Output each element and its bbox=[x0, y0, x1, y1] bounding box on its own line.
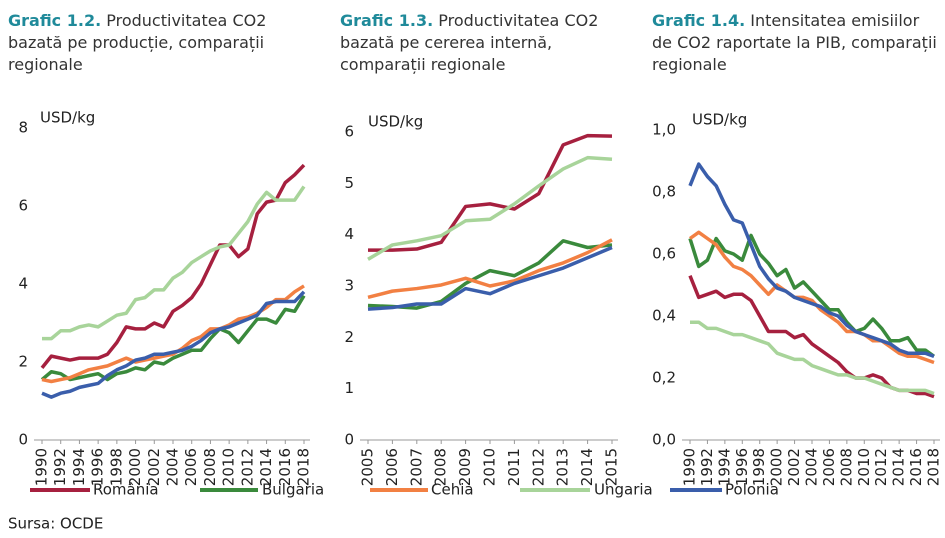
x-tick-label: 1998 bbox=[107, 448, 125, 486]
legend-label: Ungaria bbox=[594, 481, 653, 499]
x-tick-label: 2004 bbox=[803, 448, 821, 486]
title-text: Intensitatea emisiilor de CO2 raportate … bbox=[652, 11, 937, 74]
y-tick-label: 5 bbox=[344, 174, 354, 192]
series-line bbox=[688, 275, 935, 399]
series-line bbox=[42, 185, 306, 341]
x-tick-label: 2002 bbox=[145, 448, 163, 486]
y-tick-label: 0,4 bbox=[652, 307, 676, 325]
y-tick-label: 1,0 bbox=[652, 121, 676, 139]
series-line bbox=[367, 245, 613, 311]
series-line bbox=[40, 163, 306, 369]
x-tick-label: 2011 bbox=[505, 448, 523, 486]
x-tick-label: 1994 bbox=[715, 448, 733, 486]
series-line bbox=[688, 233, 936, 358]
series-line bbox=[690, 320, 935, 396]
y-tick-label: 2 bbox=[344, 328, 354, 346]
series-line bbox=[368, 133, 613, 252]
series-line bbox=[40, 294, 306, 382]
x-tick-label: 1992 bbox=[51, 448, 69, 486]
x-tick-label: 2016 bbox=[907, 448, 925, 486]
chart-title: Grafic 1.4. Intensitatea emisiilor de CO… bbox=[652, 10, 944, 76]
y-axis-label: USD/kg bbox=[692, 111, 747, 129]
y-tick-label: 0 bbox=[344, 431, 354, 449]
x-tick-label: 1994 bbox=[70, 448, 88, 486]
x-tick-label: 2004 bbox=[164, 448, 182, 486]
x-tick-label: 2010 bbox=[220, 448, 238, 486]
x-tick-label: 2014 bbox=[890, 448, 908, 486]
y-tick-label: 2 bbox=[18, 353, 28, 371]
y-tick-label: 6 bbox=[18, 197, 28, 215]
series-line bbox=[367, 155, 613, 261]
x-tick-label: 2006 bbox=[182, 448, 200, 486]
title-label: Grafic 1.2. bbox=[8, 11, 102, 30]
x-tick-label: 2009 bbox=[456, 448, 474, 486]
x-tick-label: 2005 bbox=[359, 448, 377, 486]
x-tick-label: 2018 bbox=[295, 448, 313, 486]
x-tick-label: 1996 bbox=[89, 448, 107, 486]
x-tick-label: 2008 bbox=[201, 448, 219, 486]
x-tick-label: 2008 bbox=[432, 448, 450, 486]
chart-title: Grafic 1.2. Productivitatea CO2 bazată p… bbox=[8, 10, 298, 76]
x-tick-label: 2014 bbox=[578, 448, 596, 486]
y-axis-label: USD/kg bbox=[368, 113, 423, 131]
x-tick-label: 1998 bbox=[750, 448, 768, 486]
x-tick-label: 1990 bbox=[33, 448, 51, 486]
y-tick-label: 4 bbox=[344, 225, 354, 243]
y-tick-label: 0,2 bbox=[652, 369, 676, 387]
chart-title: Grafic 1.3. Productivitatea CO2 bazată p… bbox=[340, 10, 620, 76]
y-tick-label: 0,0 bbox=[652, 431, 676, 449]
x-tick-label: 2000 bbox=[126, 448, 144, 486]
y-tick-label: 0,8 bbox=[652, 183, 676, 201]
legend-label: Polonia bbox=[725, 481, 779, 499]
legend-label: Bulgaria bbox=[262, 481, 324, 499]
y-tick-label: 6 bbox=[344, 123, 354, 141]
x-tick-label: 2012 bbox=[529, 448, 547, 486]
x-tick-label: 2008 bbox=[837, 448, 855, 486]
y-tick-label: 0 bbox=[18, 431, 28, 449]
series-line bbox=[367, 239, 613, 310]
series-line bbox=[41, 290, 306, 399]
x-tick-label: 2006 bbox=[383, 448, 401, 486]
title-label: Grafic 1.4. bbox=[652, 11, 746, 30]
series-line bbox=[41, 284, 305, 384]
title-text: Productivitatea CO2 bazată pe producție,… bbox=[8, 11, 267, 74]
legend-label: România bbox=[93, 481, 159, 499]
x-tick-label: 1996 bbox=[733, 448, 751, 486]
x-tick-label: 2013 bbox=[554, 448, 572, 486]
x-tick-label: 2018 bbox=[925, 448, 943, 486]
y-tick-label: 1 bbox=[344, 379, 354, 397]
y-tick-label: 8 bbox=[18, 119, 28, 137]
series-line bbox=[688, 230, 935, 365]
x-tick-label: 2016 bbox=[276, 448, 294, 486]
y-tick-label: 4 bbox=[18, 275, 28, 293]
x-tick-label: 2002 bbox=[785, 448, 803, 486]
series-line bbox=[688, 162, 935, 358]
x-tick-label: 2006 bbox=[820, 448, 838, 486]
y-tick-label: 3 bbox=[344, 277, 354, 295]
x-tick-label: 2015 bbox=[603, 448, 621, 486]
x-tick-label: 1990 bbox=[681, 448, 699, 486]
source: Sursa: OCDE bbox=[8, 515, 103, 533]
x-tick-label: 2014 bbox=[257, 448, 275, 486]
title-text: Productivitatea CO2 bazată pe cererea in… bbox=[340, 11, 599, 74]
x-tick-label: 2010 bbox=[481, 448, 499, 486]
series-line bbox=[367, 238, 613, 299]
legend-label: Cehia bbox=[431, 481, 474, 499]
x-tick-label: 2000 bbox=[768, 448, 786, 486]
y-tick-label: 0,6 bbox=[652, 245, 676, 263]
x-tick-label: 2007 bbox=[407, 448, 425, 486]
x-tick-label: 2010 bbox=[855, 448, 873, 486]
title-label: Grafic 1.3. bbox=[340, 11, 434, 30]
x-tick-label: 2012 bbox=[238, 448, 256, 486]
x-tick-label: 2012 bbox=[872, 448, 890, 486]
y-axis-label: USD/kg bbox=[40, 109, 95, 127]
x-tick-label: 1992 bbox=[698, 448, 716, 486]
